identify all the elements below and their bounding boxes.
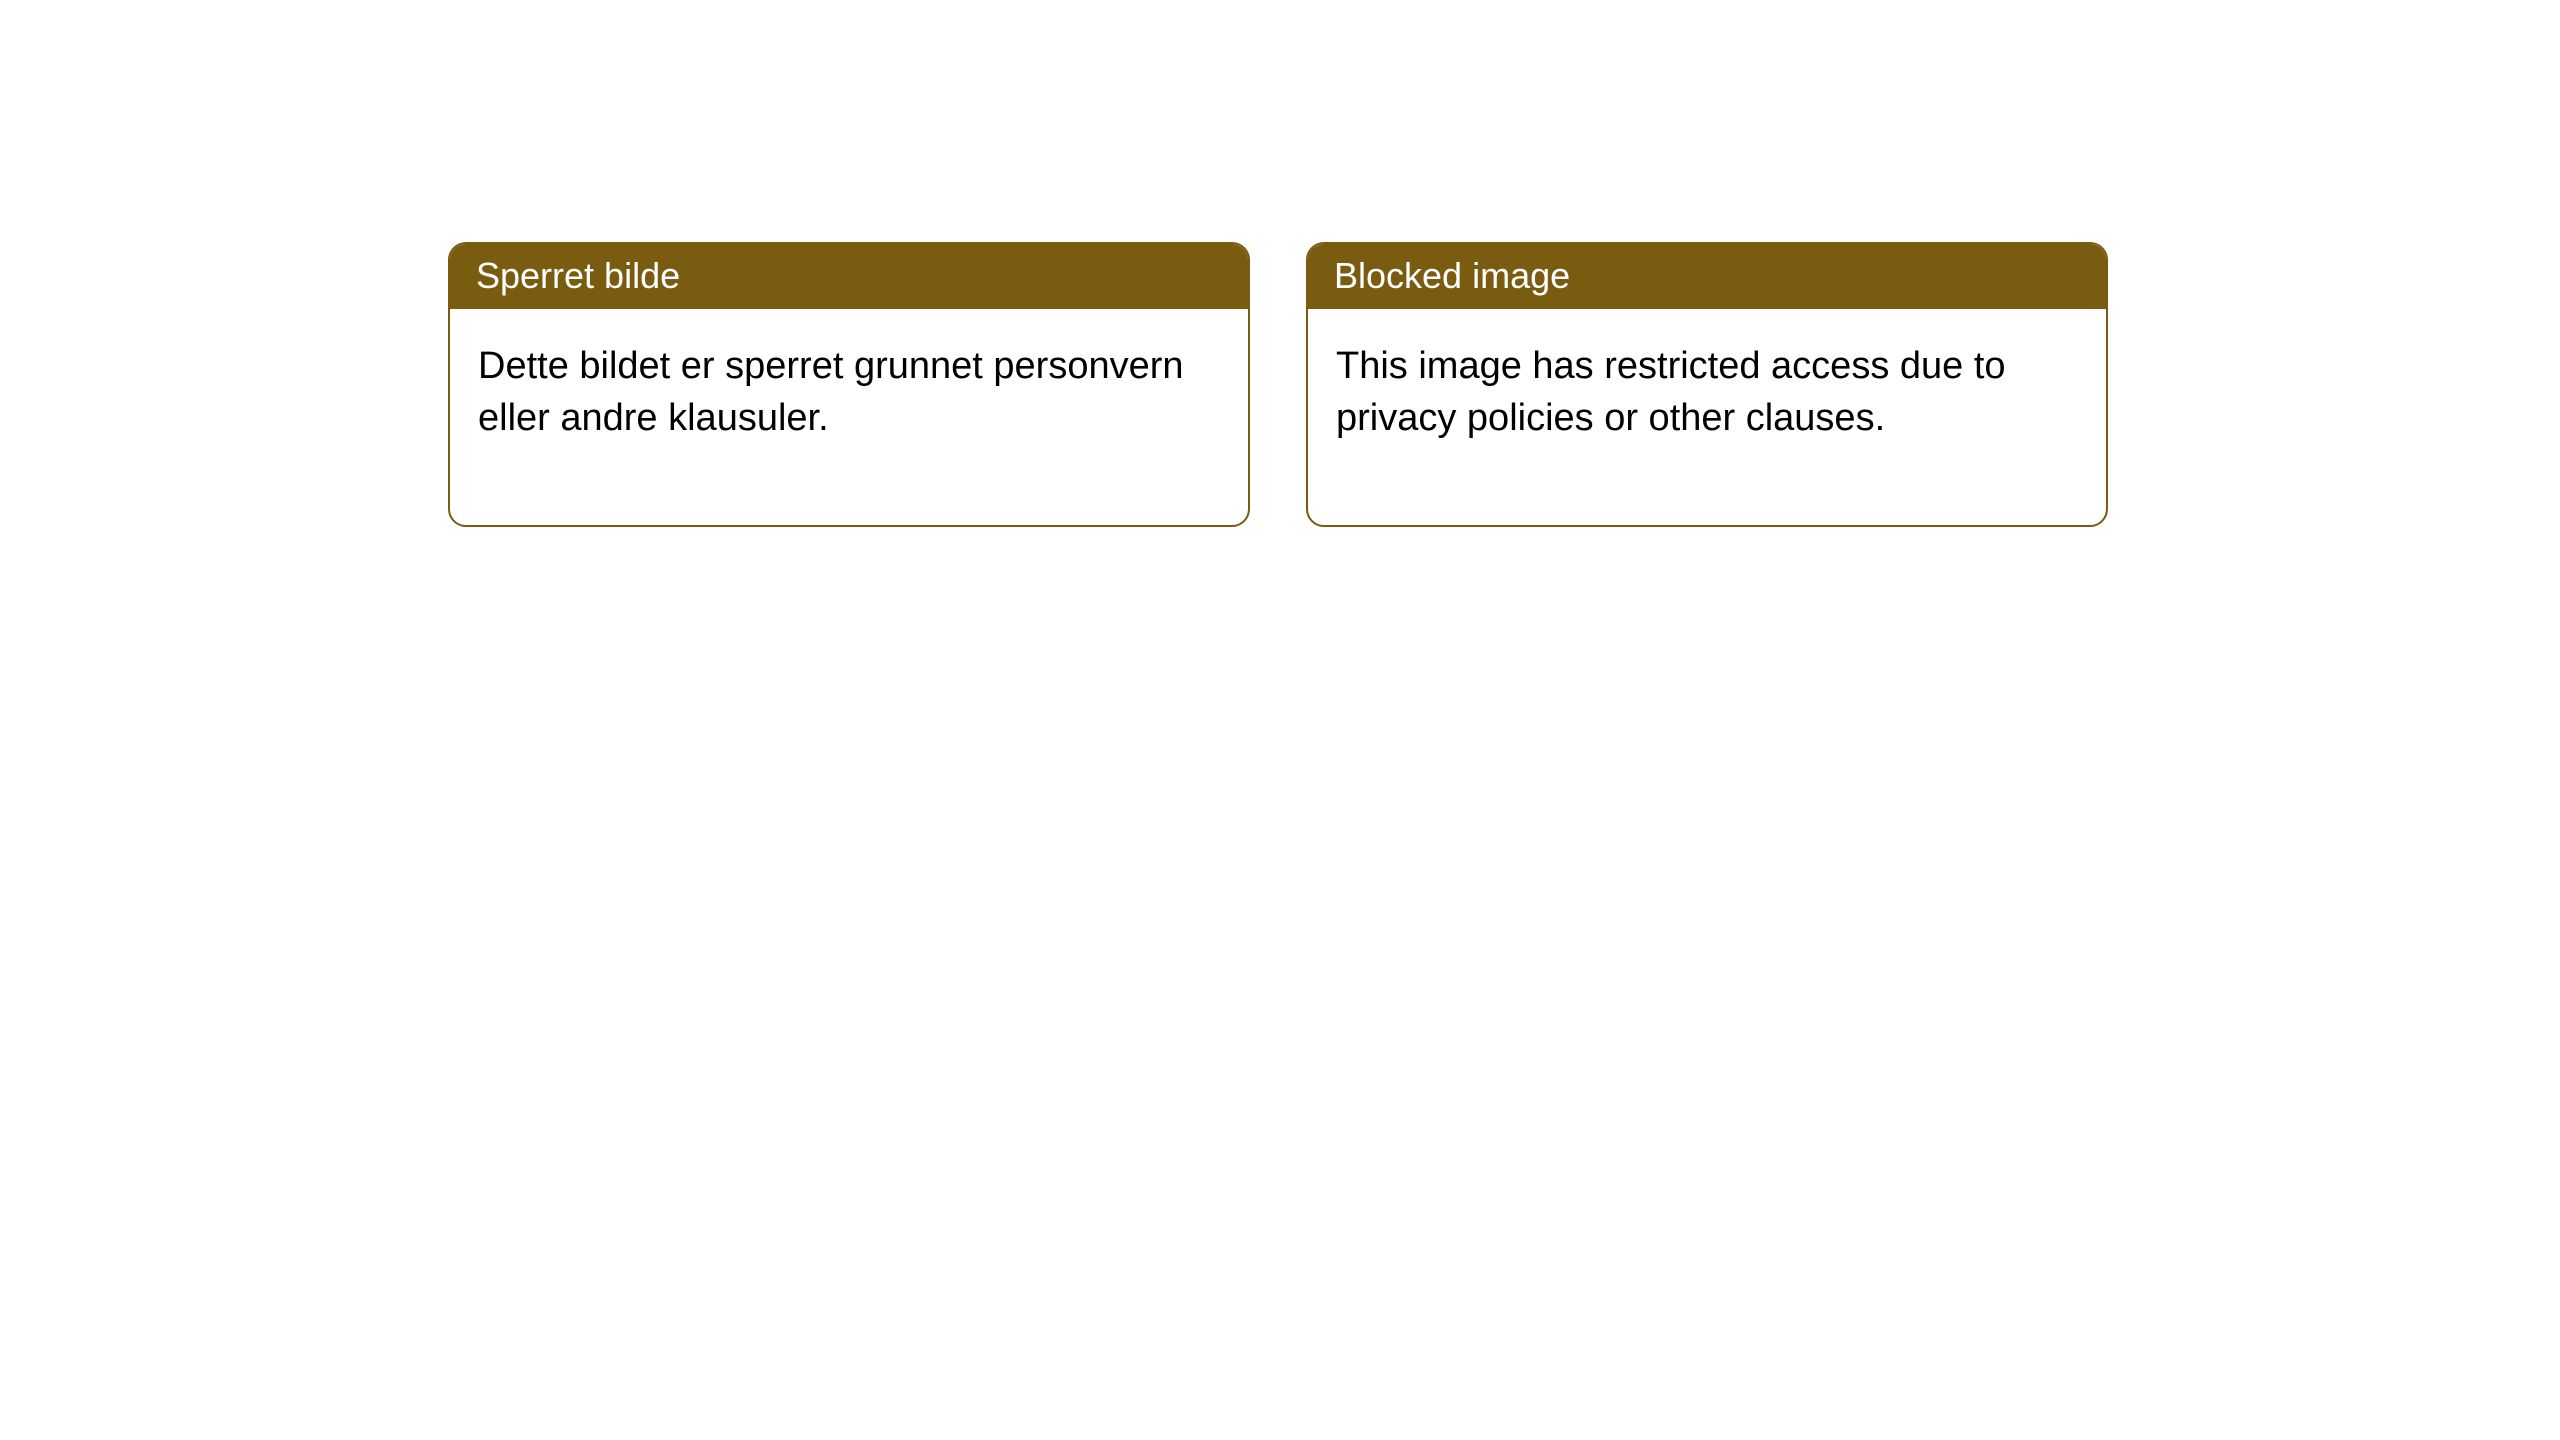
notice-header: Sperret bilde [450, 244, 1248, 309]
notice-header: Blocked image [1308, 244, 2106, 309]
notice-body-text: Dette bildet er sperret grunnet personve… [478, 345, 1184, 439]
notice-container: Sperret bilde Dette bildet er sperret gr… [0, 0, 2560, 527]
notice-body: This image has restricted access due to … [1308, 309, 2106, 524]
notice-body: Dette bildet er sperret grunnet personve… [450, 309, 1248, 524]
notice-title: Blocked image [1334, 255, 1570, 296]
notice-body-text: This image has restricted access due to … [1336, 345, 2006, 439]
notice-card-english: Blocked image This image has restricted … [1306, 242, 2108, 527]
notice-card-norwegian: Sperret bilde Dette bildet er sperret gr… [448, 242, 1250, 527]
notice-title: Sperret bilde [476, 255, 680, 296]
